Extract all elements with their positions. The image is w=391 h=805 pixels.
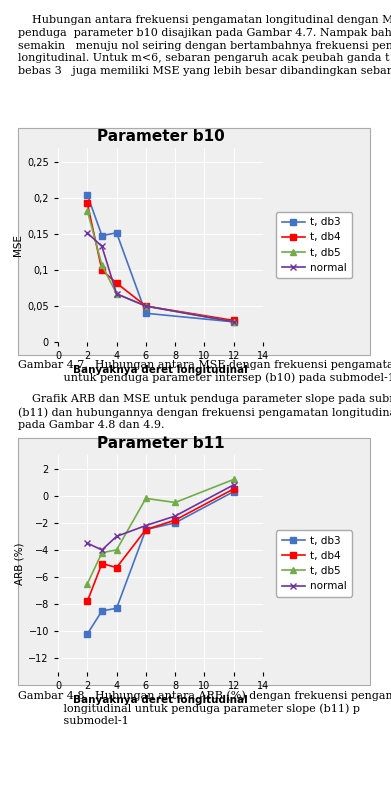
t, db5 (231, 475, 236, 485)
Text: Gambar 4.8.  Hubungan antara ARB (%) dengan frekuensi pengam
             longit: Gambar 4.8. Hubungan antara ARB (%) deng… (18, 690, 391, 726)
t, db4 (114, 563, 119, 572)
Y-axis label: ARB (%): ARB (%) (14, 543, 24, 584)
normal (143, 301, 148, 311)
t, db5 (143, 301, 148, 311)
t, db3 (100, 231, 104, 241)
t, db4 (231, 484, 236, 493)
Legend: t, db3, t, db4, t, db5, normal: t, db3, t, db4, t, db5, normal (276, 530, 352, 597)
X-axis label: Banyaknya deret longitudinal: Banyaknya deret longitudinal (73, 696, 248, 705)
t, db4 (173, 515, 178, 525)
t, db3 (173, 518, 178, 527)
Title: Parameter b11: Parameter b11 (97, 436, 224, 451)
t, db5 (100, 260, 104, 270)
t, db3 (100, 606, 104, 616)
t, db5 (114, 545, 119, 555)
Line: t, db3: t, db3 (84, 192, 237, 324)
t, db3 (85, 630, 90, 639)
Line: t, db5: t, db5 (84, 208, 237, 324)
t, db5 (85, 579, 90, 588)
normal (85, 228, 90, 237)
Text: Hubungan antara frekuensi pengamatan longitudinal dengan MSE u
penduga  paramete: Hubungan antara frekuensi pengamatan lon… (18, 15, 391, 76)
t, db3 (231, 487, 236, 497)
Text: Grafik ARB dan MSE untuk penduga parameter slope pada submo
(b11) dan hubunganny: Grafik ARB dan MSE untuk penduga paramet… (18, 394, 391, 431)
Line: t, db5: t, db5 (84, 477, 237, 587)
t, db4 (114, 279, 119, 288)
t, db4 (143, 525, 148, 535)
normal (231, 317, 236, 327)
Legend: t, db3, t, db4, t, db5, normal: t, db3, t, db4, t, db5, normal (276, 212, 352, 278)
t, db3 (143, 525, 148, 535)
t, db3 (231, 317, 236, 327)
t, db5 (100, 548, 104, 558)
normal (173, 511, 178, 521)
t, db4 (85, 597, 90, 606)
t, db5 (173, 497, 178, 507)
t, db4 (85, 199, 90, 208)
t, db3 (143, 308, 148, 318)
t, db4 (100, 266, 104, 275)
t, db3 (85, 190, 90, 200)
normal (143, 521, 148, 530)
normal (114, 289, 119, 299)
normal (231, 480, 236, 489)
t, db4 (231, 316, 236, 325)
normal (114, 531, 119, 541)
normal (100, 242, 104, 251)
Line: t, db4: t, db4 (84, 486, 237, 605)
Text: Gambar 4.7.  Hubungan antara MSE dengan frekuensi pengamatan longitu
           : Gambar 4.7. Hubungan antara MSE dengan f… (18, 360, 391, 383)
Line: t, db3: t, db3 (84, 489, 237, 637)
Y-axis label: MSE: MSE (13, 234, 23, 256)
t, db5 (114, 289, 119, 299)
t, db4 (100, 559, 104, 568)
t, db5 (85, 206, 90, 216)
t, db5 (143, 493, 148, 503)
Line: t, db4: t, db4 (84, 200, 237, 324)
Title: Parameter b10: Parameter b10 (97, 129, 224, 144)
t, db4 (143, 301, 148, 311)
Line: normal: normal (84, 230, 237, 324)
normal (85, 539, 90, 548)
Line: normal: normal (84, 482, 237, 553)
normal (100, 545, 104, 555)
t, db3 (114, 604, 119, 613)
X-axis label: Banyaknya deret longitudinal: Banyaknya deret longitudinal (73, 365, 248, 375)
t, db3 (114, 228, 119, 237)
t, db5 (231, 317, 236, 327)
